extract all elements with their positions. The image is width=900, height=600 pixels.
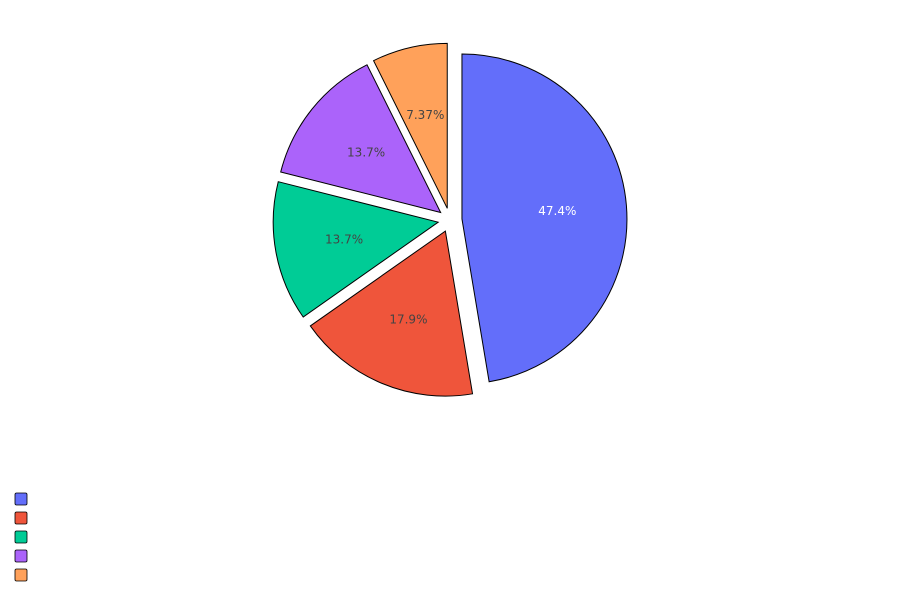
legend-item[interactable]	[14, 530, 28, 544]
pie-slice-label: 7.37%	[406, 108, 444, 122]
legend-swatch	[14, 492, 28, 506]
pie-slice[interactable]	[461, 53, 628, 383]
pie-slice-label: 17.9%	[389, 312, 427, 326]
pie-slice[interactable]	[280, 64, 442, 214]
legend-item[interactable]	[14, 568, 28, 582]
pie-slice-label: 47.4%	[538, 204, 576, 218]
legend-swatch	[14, 511, 28, 525]
pie-slice[interactable]	[372, 42, 448, 209]
legend-item[interactable]	[14, 492, 28, 506]
pie-slice-label: 13.7%	[325, 233, 363, 247]
pie-slices	[272, 42, 628, 397]
pie-slice-labels: 47.4% 17.9% 13.7% 13.7% 7.37%	[325, 108, 576, 326]
legend-swatch	[14, 549, 28, 563]
legend-item[interactable]	[14, 549, 28, 563]
pie-slice[interactable]	[272, 181, 440, 318]
pie-slice[interactable]	[309, 230, 474, 397]
legend-item[interactable]	[14, 511, 28, 525]
legend-swatch	[14, 568, 28, 582]
legend-swatch	[14, 530, 28, 544]
pie-slice-label: 13.7%	[347, 145, 385, 159]
legend	[14, 492, 28, 582]
